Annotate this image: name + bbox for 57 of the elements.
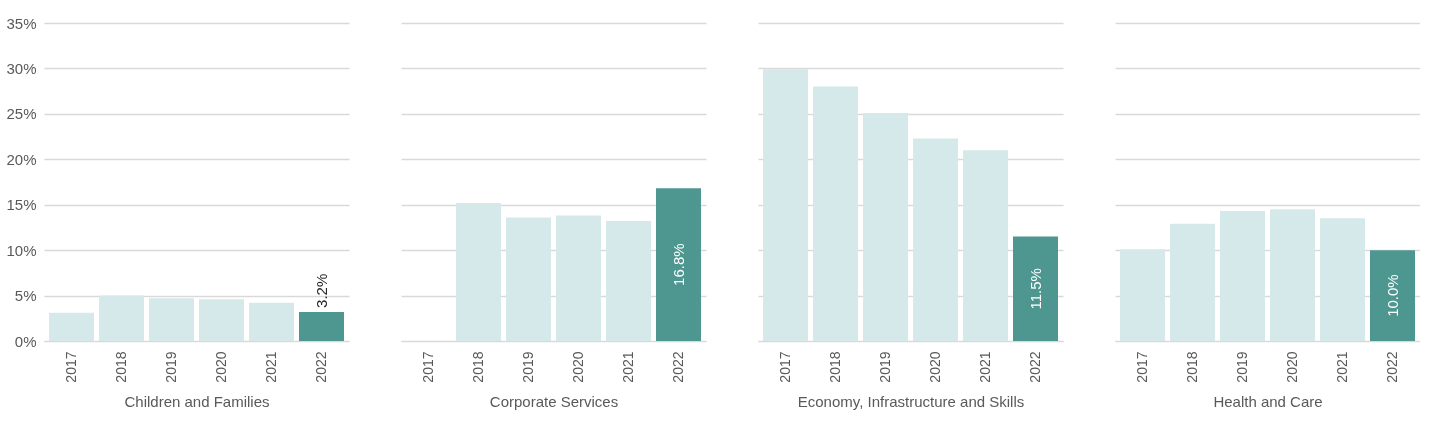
y-tick-label: 5%: [14, 287, 37, 305]
x-tick-label: 2018: [1183, 351, 1200, 383]
x-tick-label: 2017: [419, 351, 436, 383]
y-tick-label: 15%: [6, 196, 37, 214]
y-tick-label: 10%: [6, 241, 37, 259]
x-tick-label: 2020: [212, 351, 229, 383]
bar: [556, 215, 601, 341]
bar: [656, 188, 701, 341]
x-tick-label: 2018: [112, 351, 129, 383]
x-tick-label: 2019: [1233, 351, 1250, 383]
bar: [1220, 211, 1265, 341]
bar: [913, 138, 958, 341]
bar: [1120, 249, 1165, 341]
bar: [1320, 218, 1365, 341]
x-tick-label: 2022: [1383, 351, 1400, 383]
bar: [813, 86, 858, 341]
x-axis-title: Corporate Services: [489, 392, 619, 410]
x-tick-label: 2020: [926, 351, 943, 383]
x-tick-label: 2021: [976, 351, 993, 383]
x-tick-label: 2019: [162, 351, 179, 383]
x-tick-label: 2021: [619, 351, 636, 383]
y-tick-label: 25%: [6, 105, 37, 123]
x-tick-label: 2021: [1333, 351, 1350, 383]
bar: [1370, 250, 1415, 341]
x-axis-title: Economy, Infrastructure and Skills: [797, 392, 1025, 410]
bar: [1013, 236, 1058, 341]
x-tick-label: 2018: [469, 351, 486, 383]
y-tick-label: 35%: [6, 14, 37, 32]
y-tick-label: 20%: [6, 150, 37, 168]
bar: [456, 202, 501, 341]
data-label: 11.5%: [1026, 268, 1044, 310]
x-axis-title: Health and Care: [1213, 392, 1323, 410]
x-tick-label: 2022: [669, 351, 686, 383]
bar: [606, 221, 651, 341]
x-tick-label: 2017: [776, 351, 793, 383]
bar: [506, 217, 551, 341]
data-label: 16.8%: [669, 243, 687, 286]
bar: [1170, 223, 1215, 341]
x-axis-title: Children and Families: [124, 392, 270, 410]
x-tick-label: 2017: [62, 351, 79, 383]
x-tick-label: 2022: [312, 351, 329, 383]
x-tick-label: 2019: [519, 351, 536, 383]
x-tick-label: 2017: [1133, 351, 1150, 383]
y-tick-label: 0%: [14, 332, 37, 350]
x-tick-label: 2020: [569, 351, 586, 383]
data-label: 3.2%: [312, 273, 330, 308]
bar: [763, 69, 808, 341]
x-tick-label: 2021: [262, 351, 279, 383]
x-tick-label: 2020: [1283, 351, 1300, 383]
bar: [963, 150, 1008, 341]
y-tick-label: 30%: [6, 59, 37, 77]
x-tick-label: 2019: [876, 351, 893, 383]
x-tick-label: 2018: [826, 351, 843, 383]
x-tick-label: 2022: [1026, 351, 1043, 383]
bar: [1270, 209, 1315, 341]
bar: [863, 112, 908, 341]
data-label: 10.0%: [1383, 274, 1401, 317]
